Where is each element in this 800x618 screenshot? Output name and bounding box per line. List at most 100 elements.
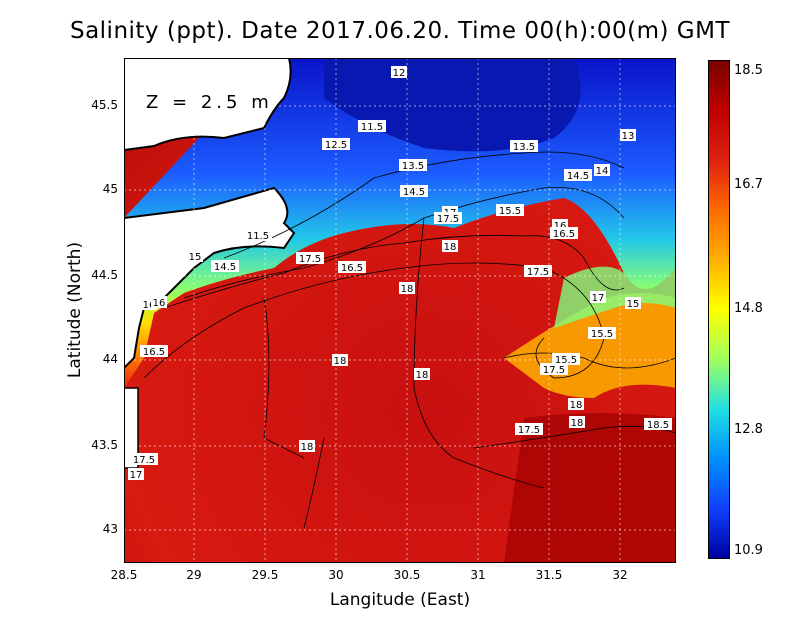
contour-label-bg — [588, 327, 616, 339]
contour-label-bg — [130, 453, 158, 465]
high-salinity-zone — [504, 413, 676, 563]
x-tick: 28.5 — [110, 568, 138, 582]
contour-label: 17.5 — [133, 455, 155, 466]
contour-label: 14.5 — [214, 262, 236, 273]
depth-label: Z = 2.5 m — [146, 92, 273, 113]
y-tick: 43 — [102, 522, 118, 536]
contour-label-bg — [211, 260, 239, 272]
x-tick: 31.5 — [535, 568, 563, 582]
contour-label-bg — [552, 353, 580, 365]
contour-label-bg — [620, 129, 636, 141]
contour-label-bg — [568, 398, 584, 410]
y-tick: 44 — [102, 352, 118, 366]
colorbar-label: 18.5 — [734, 63, 763, 78]
contour-label-bg — [400, 185, 428, 197]
y-axis-label: Latitude (North) — [65, 241, 85, 379]
x-tick: 32 — [612, 568, 628, 582]
contour-label: 17 — [130, 470, 143, 481]
colorbar — [708, 60, 730, 559]
contour-label: 15.5 — [555, 355, 577, 366]
salinity-map: 12 11.5 12.5 13.5 13 13.5 14 14.5 14.5 15.5 16 17 17… — [124, 58, 676, 563]
contour-label: 18 — [571, 418, 584, 429]
contour-label: 18 — [401, 284, 414, 295]
contour-label: 15.5 — [591, 329, 613, 340]
colorbar-label: 14.8 — [734, 301, 763, 316]
contour-label: 18 — [416, 370, 429, 381]
colorbar-label: 12.8 — [734, 422, 763, 437]
y-tick: 45 — [102, 182, 118, 196]
contour-label: 12.5 — [325, 140, 347, 151]
contour-label: 13.5 — [402, 161, 424, 172]
contour-label-bg — [358, 120, 386, 132]
contour-label-bg — [442, 240, 458, 252]
contour-label: 17.5 — [299, 254, 321, 265]
contour-label: 14 — [596, 166, 609, 177]
contour-label-bg — [299, 440, 315, 452]
contour-label: 13 — [622, 131, 635, 142]
x-tick: 30 — [328, 568, 344, 582]
contour-label-bg — [564, 169, 592, 181]
contour-label: 17.5 — [437, 214, 459, 225]
contour-label: 14.5 — [403, 187, 425, 198]
contour-label-bg — [644, 418, 672, 430]
contour-label-bg — [496, 204, 524, 216]
contour-label-bg — [244, 229, 272, 241]
contour-label-bg — [524, 265, 552, 277]
contour-label-bg — [332, 354, 348, 366]
contour-label: 16 — [143, 300, 156, 311]
contour-label-bg — [594, 164, 610, 176]
contour-label: 18 — [444, 242, 457, 253]
contour-label: 16.5 — [143, 347, 165, 358]
colorbar-label: 10.9 — [734, 543, 763, 558]
x-tick: 29.5 — [251, 568, 279, 582]
contour-label: 12 — [393, 68, 406, 79]
contour-label: 15 — [189, 252, 202, 263]
contour-label-bg — [399, 282, 415, 294]
land — [124, 58, 292, 152]
contour-label-bg — [128, 468, 144, 480]
contour-label-bg — [140, 345, 168, 357]
contour-label-bg — [391, 66, 407, 78]
contour-label-bg — [540, 363, 568, 375]
contour-label: 18.5 — [647, 420, 669, 431]
y-tick: 43.5 — [91, 438, 118, 452]
contour-label-bg — [296, 252, 324, 264]
contour-label-bg — [550, 227, 578, 239]
contour-labels: 12 11.5 12.5 13.5 13 13.5 14 14.5 14.5 15.5 16 17 17… — [128, 66, 672, 481]
contour-label: 16 — [153, 298, 166, 309]
contour-label-bg — [515, 423, 543, 435]
contour-label: 15 — [627, 299, 640, 310]
contour-label-bg — [338, 261, 366, 273]
contour-label-bg — [510, 140, 538, 152]
x-tick: 31 — [470, 568, 486, 582]
contour-label-bg — [569, 416, 585, 428]
contour-label: 18 — [334, 356, 347, 367]
contour-label-bg — [322, 138, 350, 150]
contour-label: 17.5 — [518, 425, 540, 436]
y-tick: 45.5 — [91, 98, 118, 112]
contour-label: 11.5 — [361, 122, 383, 133]
contour-label: 16.5 — [341, 263, 363, 274]
contour-label: 11.5 — [247, 231, 269, 242]
contour-label: 16 — [554, 221, 567, 232]
plot-frame — [124, 58, 676, 563]
x-tick: 29 — [186, 568, 202, 582]
x-tick: 30.5 — [393, 568, 421, 582]
contour-label-bg — [151, 296, 167, 308]
contour-label: 17.5 — [527, 267, 549, 278]
fresh-core — [324, 58, 581, 152]
contour-label: 18 — [570, 400, 583, 411]
contour-label-bg — [187, 250, 203, 262]
chart-title: Salinity (ppt). Date 2017.06.20. Time 00… — [69, 18, 731, 44]
y-tick: 44.5 — [91, 268, 118, 282]
contour-label-bg — [590, 291, 606, 303]
x-axis-label: Langitude (East) — [329, 590, 471, 610]
contour-label-bg — [414, 368, 430, 380]
contour-label: 18 — [301, 442, 314, 453]
contour-label-bg — [399, 159, 427, 171]
contour-label: 16.5 — [553, 229, 575, 240]
contour-label: 13.5 — [513, 142, 535, 153]
colorbar-label: 16.7 — [734, 177, 763, 192]
contour-label-bg — [625, 297, 641, 309]
contour-label: 15.5 — [499, 206, 521, 217]
